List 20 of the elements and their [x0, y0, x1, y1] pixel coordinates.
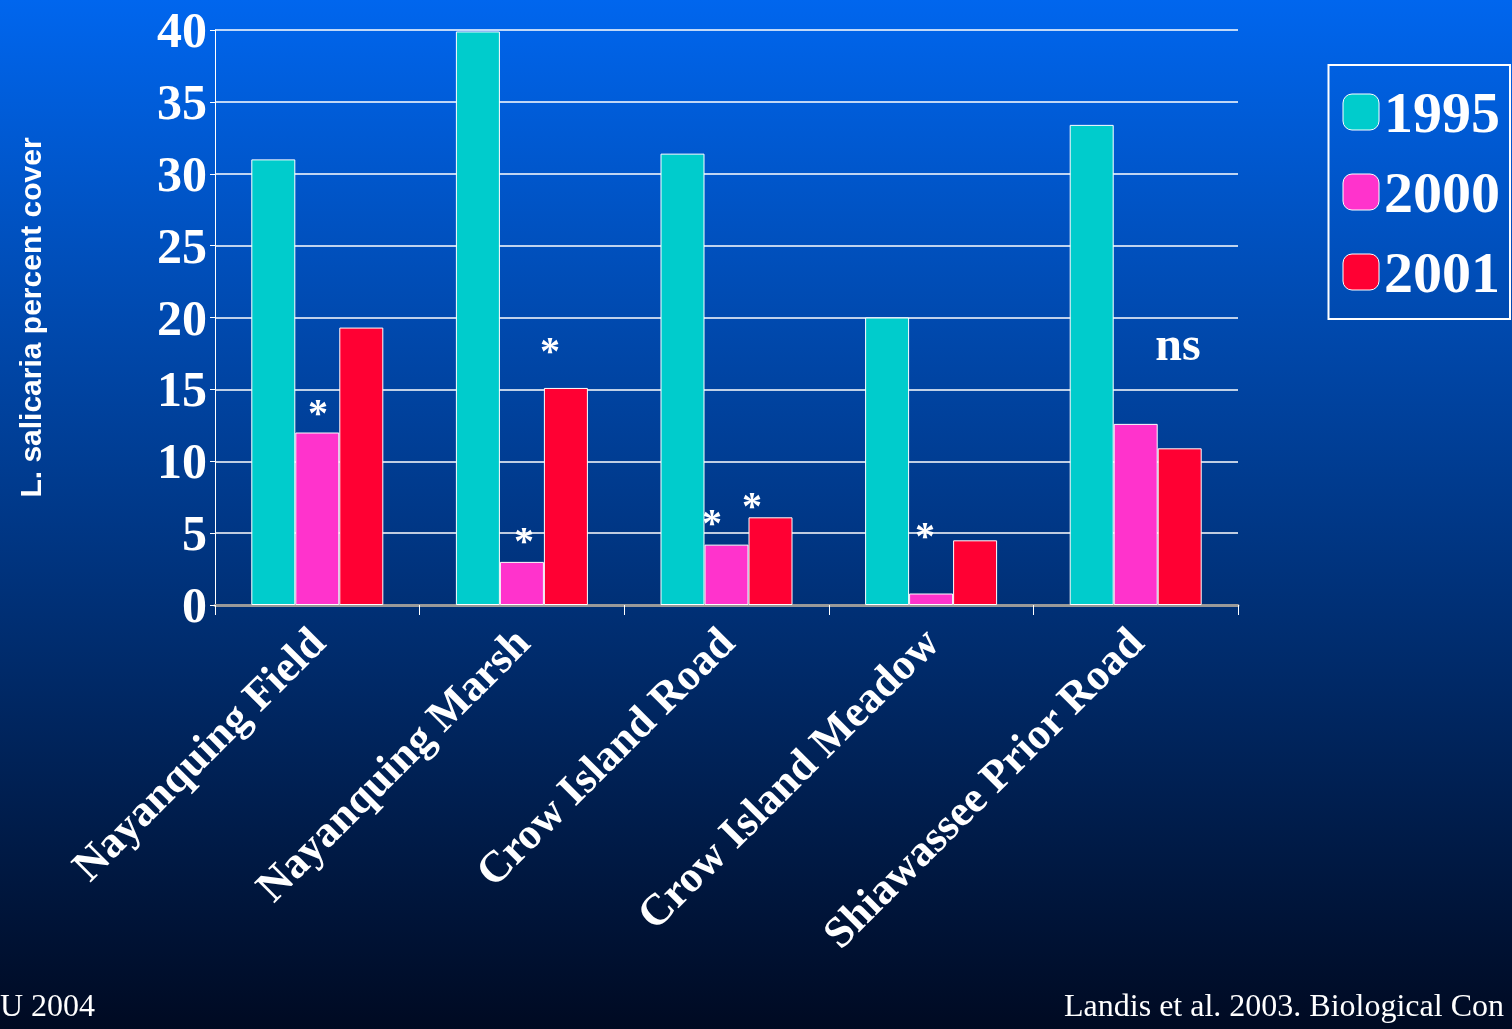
legend-label: 2000 [1384, 159, 1500, 225]
legend-label: 2001 [1384, 239, 1500, 305]
y-tick-label: 15 [157, 361, 207, 418]
annotation: * [308, 389, 328, 435]
y-tick-label: 30 [157, 145, 207, 202]
annotation: * [702, 499, 722, 545]
text: Landis et al. 2003. Biological Con [1064, 987, 1504, 1023]
annotation: * [742, 482, 762, 528]
annotation: ns [1155, 316, 1201, 370]
y-tick-label: 40 [157, 2, 207, 58]
y-tick-label: 10 [157, 433, 207, 490]
text: U 2004 [0, 987, 96, 1023]
y-axis-title: L. salicaria percent cover [13, 137, 47, 498]
y-tick-label: 35 [157, 73, 207, 130]
annotation: * [540, 327, 560, 373]
y-tick-label: 20 [157, 289, 207, 346]
y-tick-label: 25 [157, 217, 207, 274]
y-tick-label: 5 [182, 505, 207, 562]
y-tick-label: 0 [182, 577, 207, 633]
legend-label: 1995 [1384, 79, 1500, 145]
